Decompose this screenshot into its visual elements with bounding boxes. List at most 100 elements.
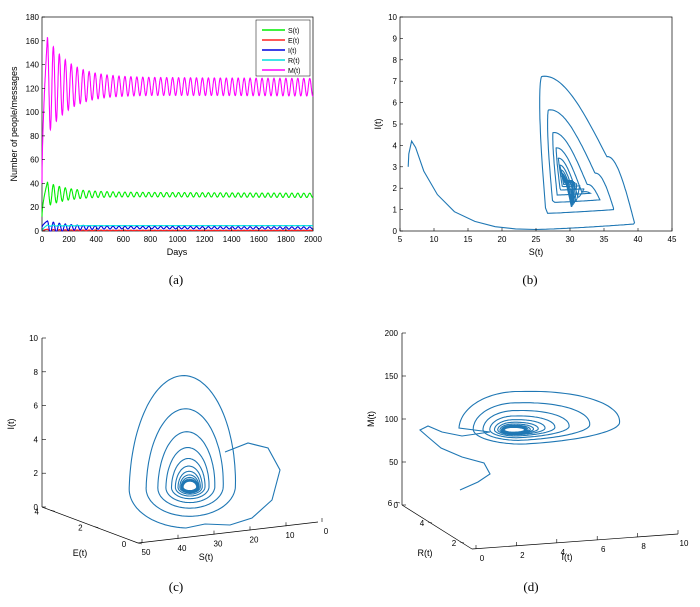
panel-d-m-tick-label: 200 [385, 329, 399, 338]
panel-a-x-tick-label: 2000 [304, 235, 322, 244]
legend-label-r: R(t) [288, 58, 300, 65]
panel-c-s-axis-label: S(t) [199, 552, 214, 562]
panel-b-y-tick-label: 5 [393, 120, 398, 129]
panel-d-r-axis-label: R(t) [418, 548, 433, 558]
panel-d-m-tick-label: 150 [385, 372, 399, 381]
panel-b-y-tick-label: 1 [393, 206, 398, 215]
panel-a-x-tick-label: 1000 [169, 235, 187, 244]
panel-b-trajectory [407, 75, 636, 231]
panel-a-series-line-r [41, 224, 313, 232]
panel-a-x-tick-label: 0 [40, 235, 45, 244]
panel-a-y-ticks: 0 20 40 60 80 100 120 140 160 180 [26, 13, 45, 236]
panel-d-m-tick-label: 0 [394, 501, 399, 510]
panel-b-y-tick-label: 6 [393, 99, 398, 108]
panel-c: 0 2 4 6 8 10 0 2 4 50 40 30 20 10 0 I(t) E(t) S(t) (… [6, 334, 329, 594]
panel-c-e-tick-label: 0 [122, 540, 127, 549]
legend-label-e: E(t) [288, 38, 299, 45]
panel-b-x-tick-label: 25 [532, 235, 541, 244]
panel-a-x-tick-label: 1600 [250, 235, 268, 244]
panel-a-x-tick-label: 400 [90, 235, 104, 244]
panel-c-i-axis-label: I(t) [6, 419, 16, 430]
panel-c-e-tick-label: 2 [78, 524, 83, 533]
panel-b-y-tick-label: 8 [393, 56, 398, 65]
panel-a-y-tick-label: 100 [26, 108, 40, 117]
panel-a-y-tick-label: 160 [26, 37, 40, 46]
legend-label-m: M(t) [288, 68, 300, 75]
panel-a-y-tick-label: 140 [26, 61, 40, 70]
panel-b-y-tick-label: 3 [393, 163, 398, 172]
panel-d-i-tick-label: 10 [680, 539, 689, 548]
panel-d-i-tick-label: 2 [520, 551, 525, 560]
caption-b: (b) [522, 272, 537, 287]
panel-b-y-tick-label: 10 [388, 13, 397, 22]
panel-c-e-tick-mark [137, 542, 143, 545]
panel-c-i-tick-label: 10 [29, 334, 38, 343]
panel-c-s-axis [137, 521, 319, 544]
legend-label-s: S(t) [288, 28, 299, 35]
panel-a-x-tick-label: 1800 [277, 235, 295, 244]
caption-d: (d) [523, 579, 538, 594]
panel-b-x-tick-label: 20 [498, 235, 507, 244]
panel-a-x-axis-label: Days [167, 247, 188, 257]
caption-c: (c) [169, 579, 183, 594]
panel-d-i-tick-label: 0 [480, 554, 485, 563]
panel-c-e-axis [41, 506, 139, 544]
panel-b-x-tick-label: 45 [668, 235, 677, 244]
panel-c-e-tick-mark [94, 526, 99, 528]
panel-c-s-tick-label: 20 [250, 535, 259, 544]
panel-d-i-ticks: 0 2 4 6 8 10 [475, 530, 689, 563]
panel-d-r-tick-mark [395, 501, 401, 504]
panel-d-r-tick-label: 6 [388, 499, 393, 508]
panel-a-x-tick-label: 800 [144, 235, 158, 244]
panel-d-i-axis [471, 533, 679, 550]
legend-label-i: I(t) [288, 48, 297, 55]
panel-b-x-tick-label: 30 [566, 235, 575, 244]
panel-a-legend-box [255, 19, 311, 77]
panel-a-series-group [41, 37, 314, 232]
panel-a-x-tick-label: 1200 [196, 235, 214, 244]
panel-d-r-tick-mark [459, 541, 465, 544]
panel-a-y-tick-label: 20 [30, 203, 39, 212]
panel-b-x-tick-label: 40 [634, 235, 643, 244]
panel-b-y-tick-label: 2 [393, 184, 398, 193]
panel-a-y-tick-label: 120 [26, 84, 40, 93]
panel-d-m-tick-label: 100 [385, 415, 399, 424]
panel-b-x-ticks: 5 10 15 20 25 30 35 40 45 [398, 228, 677, 244]
panel-c-i-tick-label: 6 [34, 402, 39, 411]
caption-a: (a) [169, 272, 183, 287]
panel-c-s-tick-label: 0 [324, 527, 329, 536]
panel-a-y-axis-label: Number of people/messages [9, 66, 19, 182]
panel-d-i-axis-label: I(t) [562, 552, 573, 562]
panel-d-m-tick-label: 50 [389, 458, 398, 467]
panel-c-trajectory [128, 375, 281, 529]
panel-c-s-ticks: 50 40 30 20 10 0 [142, 518, 329, 557]
panel-c-s-tick-label: 50 [142, 548, 151, 557]
panel-c-s-tick-label: 10 [286, 531, 295, 540]
panel-b-x-axis-label: S(t) [529, 247, 544, 257]
panel-c-s-tick-label: 40 [178, 544, 187, 553]
panel-c-e-ticks: 0 2 4 [35, 507, 143, 549]
panel-c-e-axis-label: E(t) [73, 548, 88, 558]
panel-a-series-line-i [41, 220, 313, 232]
panel-b-y-tick-label: 7 [393, 77, 398, 86]
panel-c-i-tick-label: 2 [34, 469, 39, 478]
panel-b-x-tick-label: 35 [600, 235, 609, 244]
panel-d-m-ticks: 0 50 100 150 200 [385, 329, 406, 510]
panel-c-e-tick-mark [50, 509, 55, 512]
panel-a-legend: S(t) E(t) I(t) R(t) M(t) [255, 19, 311, 77]
panel-d-r-ticks: 2 4 6 [388, 499, 465, 548]
panel-a-x-ticks: 0 200 400 600 800 1000 1200 1400 1600 1800 2000 [40, 228, 322, 244]
panel-c-i-tick-label: 0 [34, 503, 39, 512]
panel-b-x-tick-label: 5 [398, 235, 403, 244]
panel-c-i-ticks: 0 2 4 6 8 10 [29, 334, 46, 512]
panel-d-r-tick-label: 4 [420, 519, 425, 528]
panel-d-r-tick-mark [427, 521, 433, 524]
panel-b-x-tick-label: 10 [430, 235, 439, 244]
panel-d-i-tick-label: 4 [561, 548, 566, 557]
panel-c-s-tick-label: 30 [214, 540, 223, 549]
panel-a-y-tick-label: 180 [26, 13, 40, 22]
panel-d-i-tick-label: 6 [601, 545, 606, 554]
